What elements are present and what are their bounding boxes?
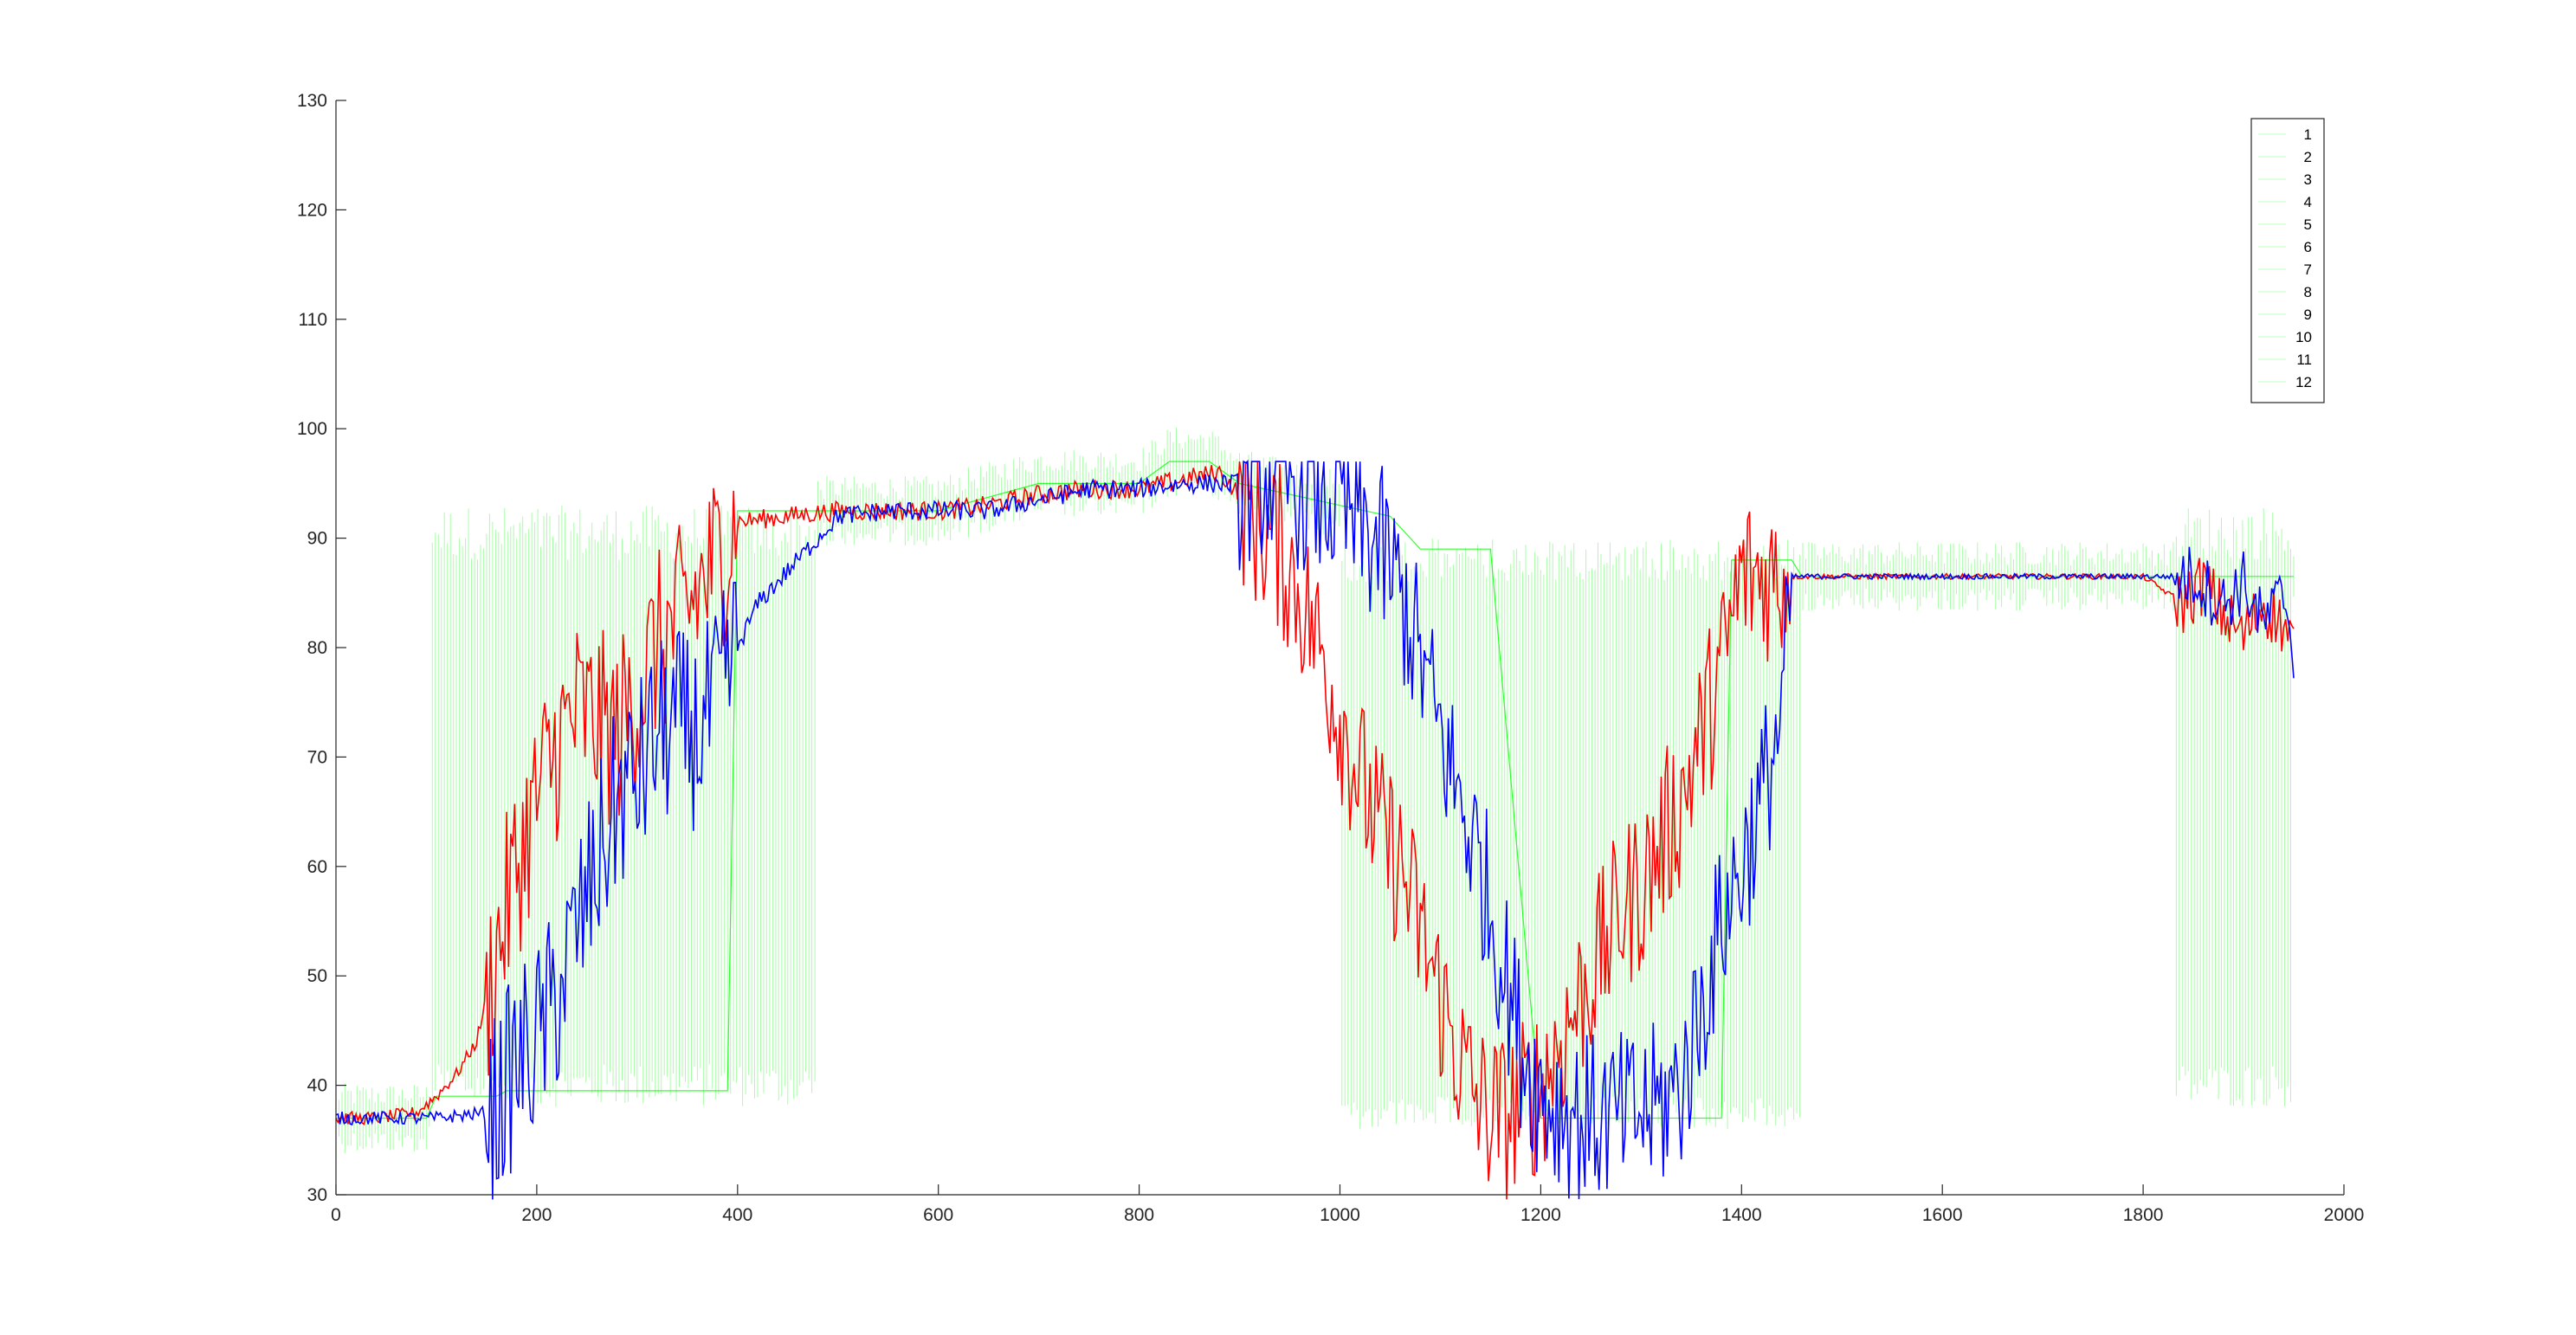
x-tick-label: 1000 — [1320, 1205, 1360, 1225]
y-tick-label: 60 — [307, 857, 327, 877]
legend-entry-label: 10 — [2295, 329, 2312, 345]
y-tick-label: 130 — [297, 91, 327, 111]
y-tick-label: 120 — [297, 200, 327, 220]
legend-entry-label: 6 — [2304, 239, 2312, 255]
legend-entry-label: 5 — [2304, 216, 2312, 233]
series-green-line — [336, 461, 2294, 1119]
x-tick-label: 600 — [923, 1205, 953, 1225]
legend-entry-label: 8 — [2304, 284, 2312, 300]
legend-entry-label: 3 — [2304, 171, 2312, 188]
y-tick-label: 70 — [307, 747, 327, 767]
y-tick-label: 90 — [307, 529, 327, 549]
x-tick-label: 200 — [521, 1205, 552, 1225]
x-tick-label: 400 — [722, 1205, 752, 1225]
legend-entry-label: 11 — [2296, 351, 2312, 368]
series-blue-line — [335, 460, 2295, 1200]
legend-entry-label: 4 — [2304, 194, 2312, 210]
y-tick-label: 80 — [307, 638, 327, 658]
legend-entry-label: 12 — [2295, 374, 2312, 390]
x-tick-label: 1200 — [1520, 1205, 1561, 1225]
legend-entry-label: 9 — [2304, 306, 2312, 323]
legend-entry-label: 1 — [2304, 126, 2312, 143]
legend-entry-label: 2 — [2304, 149, 2312, 165]
x-tick-label: 1400 — [1721, 1205, 1762, 1225]
y-tick-label: 100 — [297, 419, 327, 439]
legend-entry-label: 7 — [2304, 261, 2312, 278]
x-tick-label: 2000 — [2324, 1205, 2365, 1225]
axes: 0 200 400 600 800 1000 1200 1400 1600 1800 2000 30 4… — [297, 91, 2364, 1225]
x-tick-label: 1600 — [1922, 1205, 1963, 1225]
y-tick-label: 40 — [307, 1076, 327, 1096]
legend-box — [2250, 118, 2325, 403]
x-tick-label: 0 — [331, 1205, 341, 1225]
series-layer — [335, 459, 2295, 1200]
y-tick-label: 50 — [307, 966, 327, 986]
x-tick-label: 800 — [1124, 1205, 1154, 1225]
y-tick-label: 30 — [307, 1185, 327, 1205]
y-tick-label: 110 — [299, 310, 327, 330]
x-tick-label: 1800 — [2123, 1205, 2164, 1225]
